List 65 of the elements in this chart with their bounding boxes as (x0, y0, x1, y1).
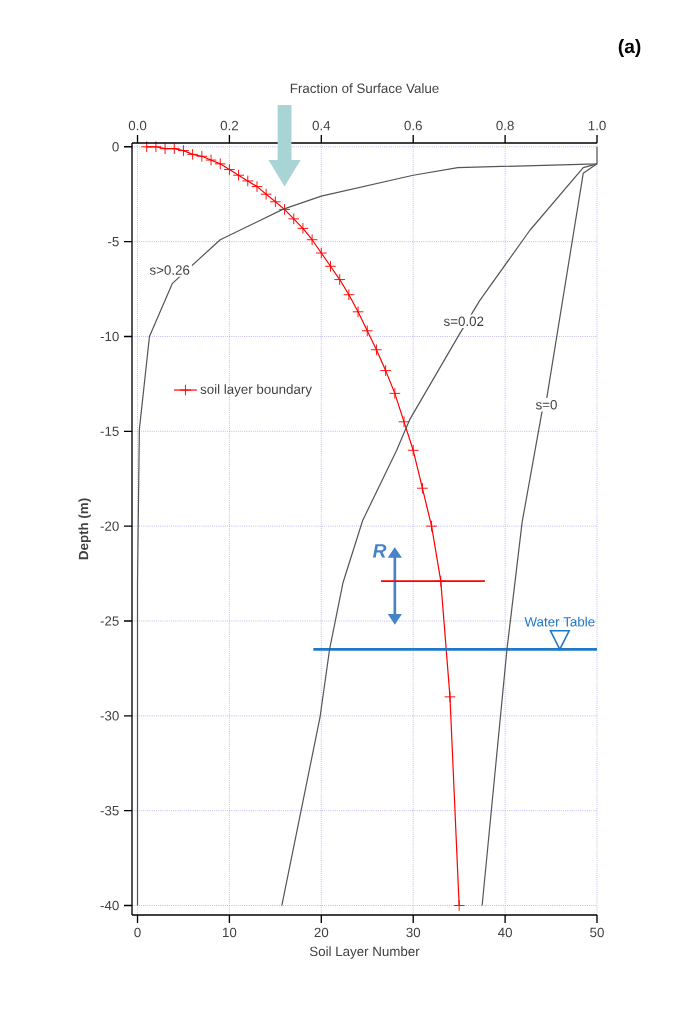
point (333, 273, 346, 286)
y-tick-label: -5 (108, 236, 119, 247)
y-tick-label: -20 (100, 521, 119, 531)
text: (a) (618, 39, 641, 57)
point (379, 364, 392, 377)
legend-label: soil layer boundary (200, 384, 312, 397)
x-tick-label: 50 (590, 927, 604, 938)
ref-line-label: Water Table (524, 616, 595, 627)
x-tick-label: 10 (223, 927, 237, 938)
x2-tick-label: 0.0 (128, 120, 147, 131)
point (150, 140, 162, 153)
point (186, 148, 199, 161)
point (287, 213, 300, 225)
point (177, 144, 190, 157)
x-tick-label: 0 (134, 927, 141, 938)
x2-tick-label: 1.0 (588, 120, 606, 131)
point (159, 142, 171, 155)
point (398, 416, 410, 428)
point (214, 158, 227, 170)
series-label: s=0 (535, 400, 557, 410)
point (241, 175, 254, 187)
point (205, 154, 217, 166)
y-tick-label: -10 (100, 331, 119, 342)
x2-tick-label: 0.4 (312, 120, 331, 131)
point (315, 247, 328, 259)
point (196, 150, 208, 163)
point (407, 444, 420, 457)
point (168, 142, 181, 155)
point (140, 140, 153, 153)
series-label: s=0.02 (443, 316, 484, 326)
point (389, 387, 401, 400)
x2-tick-label: 0.8 (496, 120, 514, 131)
y-axis-title: Depth (m) (78, 498, 91, 560)
point (343, 288, 355, 301)
point (260, 188, 272, 200)
y-tick-label: -30 (100, 711, 119, 721)
point (425, 520, 438, 532)
point (278, 203, 291, 216)
point (306, 233, 318, 246)
x-axis-title: Soil Layer Number (309, 946, 420, 959)
y-tick-label: -35 (100, 805, 119, 816)
point (453, 899, 465, 912)
point (269, 195, 282, 208)
point (361, 324, 374, 337)
x-tick-label: 20 (314, 927, 329, 938)
y-tick-label: -15 (100, 426, 119, 436)
point (297, 222, 309, 235)
y-tick-label: -25 (100, 616, 119, 626)
x-tick-label: 30 (406, 927, 421, 938)
x2-tick-label: 0.2 (220, 120, 239, 131)
annotation: R (372, 544, 387, 558)
point (223, 163, 236, 176)
point (416, 482, 429, 495)
point (251, 180, 263, 193)
point (370, 343, 383, 356)
point (232, 169, 245, 182)
x2-axis-title: Fraction of Surface Value (290, 83, 439, 94)
x2-tick-label: 0.6 (404, 120, 422, 131)
point (352, 306, 364, 318)
y-tick-label: -40 (100, 900, 119, 911)
y-tick-label: 0 (112, 142, 119, 152)
x-tick-label: 40 (498, 927, 512, 938)
series-label: s>0.26 (149, 265, 190, 275)
point (444, 691, 456, 703)
point (324, 260, 337, 273)
